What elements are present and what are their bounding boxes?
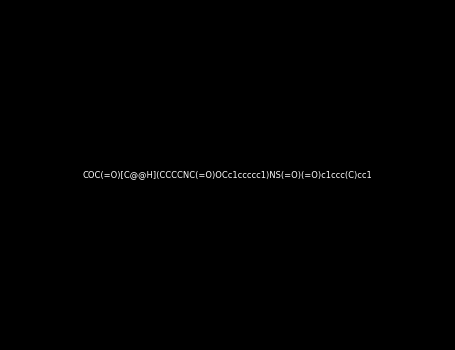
Text: COC(=O)[C@@H](CCCCNC(=O)OCc1ccccc1)NS(=O)(=O)c1ccc(C)cc1: COC(=O)[C@@H](CCCCNC(=O)OCc1ccccc1)NS(=O… [83,170,372,180]
